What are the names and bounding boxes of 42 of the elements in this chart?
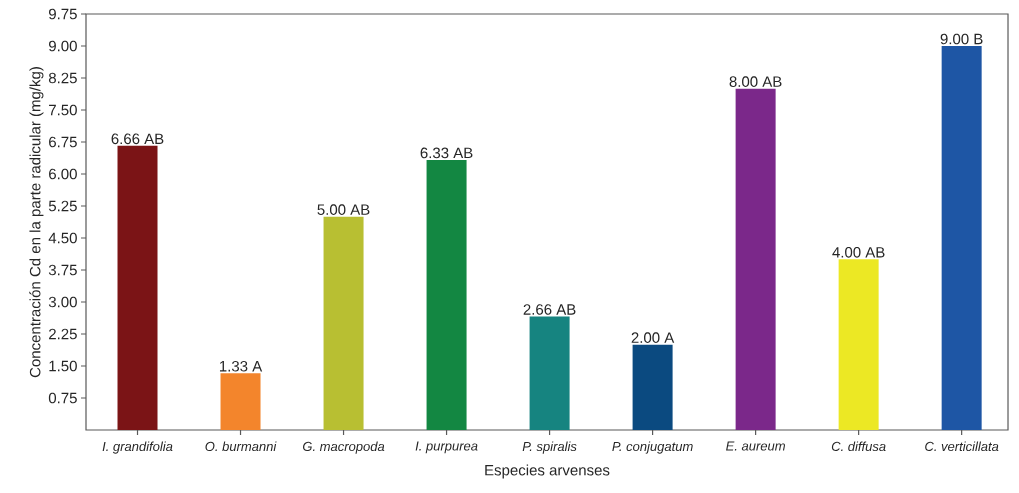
data-label: 2.00 A <box>631 332 675 343</box>
data-label: 1.33 A <box>219 360 263 372</box>
y-tick-label: 9.75 <box>48 8 77 20</box>
x-tick-label: P. spiralis <box>522 441 577 454</box>
bar <box>529 316 570 430</box>
data-label: 8.00 AB <box>729 76 782 87</box>
data-label: 6.33 AB <box>420 147 473 159</box>
x-axis-title: Especies arvenses <box>485 464 610 479</box>
x-tick-label: P. conjugatum <box>612 441 693 454</box>
y-tick-label: 8.25 <box>48 72 77 84</box>
x-tick-label: O. burmanni <box>205 441 277 452</box>
y-tick-label: 3.00 <box>48 296 77 308</box>
y-tick-label: 4.50 <box>48 232 77 244</box>
data-label: 6.66 AB <box>111 133 164 145</box>
y-tick-label: 9.00 <box>48 40 77 52</box>
data-label: 5.00 AB <box>317 204 370 215</box>
y-tick-label: 0.75 <box>48 392 77 404</box>
y-tick-label: 7.50 <box>49 104 77 116</box>
bar <box>220 373 261 430</box>
x-tick-label: G. macropoda <box>303 441 385 454</box>
bar <box>941 45 982 430</box>
y-tick-label: 3.75 <box>48 264 77 276</box>
y-tick-label: 2.25 <box>49 328 77 340</box>
data-label: 2.66 AB <box>523 304 576 315</box>
data-label: 4.00 AB <box>832 247 885 258</box>
x-tick-label: I. grandifolia <box>102 441 173 454</box>
y-tick-label: 6.00 <box>49 168 77 180</box>
data-label: 9.00 B <box>940 33 983 45</box>
bar <box>838 259 879 430</box>
x-tick-label: E. aureum <box>726 441 785 451</box>
bar <box>632 344 673 430</box>
bar <box>426 159 467 430</box>
x-tick-label: C. verticillata <box>925 441 999 452</box>
bar <box>323 216 364 430</box>
y-tick-label: 5.25 <box>48 200 77 212</box>
bar <box>117 145 158 430</box>
y-axis-title: Concentración Cd en la parte radicular (mg/kg) <box>29 67 44 378</box>
x-tick-label: I. purpurea <box>415 441 478 454</box>
x-tick-label: C. diffusa <box>831 441 886 452</box>
bar <box>735 88 776 430</box>
y-tick-label: 6.75 <box>49 136 77 148</box>
y-tick-label: 1.50 <box>49 360 77 372</box>
